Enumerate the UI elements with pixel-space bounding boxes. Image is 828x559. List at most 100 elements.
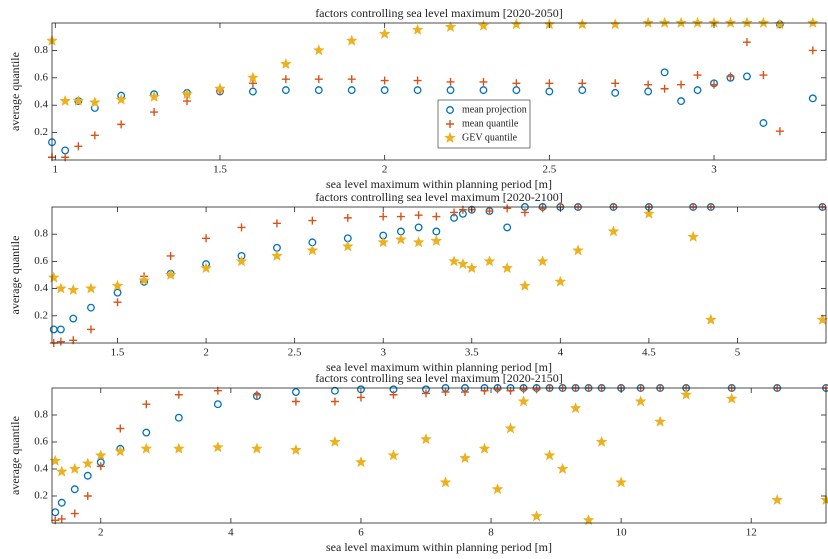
plus-marker [347,75,356,84]
plus-marker [150,108,159,117]
plus-marker [74,142,83,151]
plus-marker [142,400,151,409]
plus-marker [308,216,317,225]
plus-marker [281,75,290,84]
x-tick-label: 2 [203,347,209,359]
circle-marker [611,88,620,97]
plus-marker [272,219,281,228]
chart-title: factors controlling sea level maximum [2… [315,371,563,385]
y-axis-label: average quantile [8,236,22,315]
plus-marker [808,46,817,55]
plus-marker [90,131,99,140]
circle-marker [446,106,454,114]
y-tick-label: 0.8 [34,409,48,421]
star-marker [757,16,770,28]
circle-marker [248,87,257,96]
star-marker [164,268,177,280]
circle-marker [70,485,79,494]
plus-marker [644,80,653,89]
circle-marker [808,94,817,103]
x-tick-label: 10 [616,527,628,539]
star-marker [517,395,530,407]
star-marker [465,261,478,274]
star-marker [654,415,667,427]
plus-marker [421,389,430,398]
x-tick-label: 4 [228,527,234,539]
plus-marker [432,212,441,221]
star-marker [271,249,283,261]
plus-marker [759,71,768,80]
star-marker [59,94,72,107]
plus-marker [396,212,405,221]
x-tick-label: 2.5 [542,164,556,176]
circle-marker [479,86,488,95]
circle-marker [281,86,290,95]
plus-marker [520,208,529,217]
chart-title: factors controlling sea level maximum [2… [315,6,563,20]
star-marker [477,19,490,31]
plus-marker [545,79,554,88]
star-marker [687,230,700,242]
x-tick-label: 2.5 [288,347,302,359]
y-tick-label: 0.6 [34,255,48,267]
axes-box [51,387,827,524]
plus-marker [726,72,735,81]
star-marker [771,493,784,506]
star-marker [247,71,259,83]
star-marker [214,82,226,94]
plus-marker [202,234,211,243]
star-marker [642,16,655,28]
plus-marker [379,212,388,221]
star-marker [459,451,471,464]
star-marker [72,94,85,107]
star-marker [607,225,620,237]
plus-marker [56,337,65,346]
plus-marker [479,77,488,86]
star-marker [691,16,704,28]
star-marker [148,90,160,102]
y-tick-label: 0.4 [34,463,48,475]
star-marker [111,279,124,291]
circle-marker [142,428,151,437]
star-marker [554,275,567,287]
star-marker [329,435,341,447]
star-marker [806,16,819,28]
star-marker [643,207,655,219]
plus-marker [237,223,246,232]
circle-marker [330,386,339,395]
plus-marker [446,120,454,128]
circle-marker [545,87,554,96]
plus-marker [252,390,261,399]
circle-marker [503,223,512,232]
star-marker [172,442,185,454]
circle-marker [213,400,222,409]
circle-marker [69,314,78,323]
star-marker [200,261,212,274]
plus-marker [113,298,122,307]
y-tick-label: 0.4 [34,99,48,111]
star-marker [181,87,193,100]
x-tick-label: 4 [558,347,564,359]
x-tick-label: 1.5 [111,347,125,359]
plus-marker [693,71,702,80]
star-marker [483,255,496,267]
star-marker [395,233,407,245]
plus-marker [414,211,423,220]
star-marker [569,402,582,414]
x-tick-label: 1 [53,164,59,176]
y-axis-label: average quantile [8,52,22,131]
plus-marker [380,76,389,85]
plus-marker [775,127,784,136]
star-marker [595,435,608,447]
star-marker [412,236,425,248]
y-tick-label: 0.2 [34,309,48,321]
x-tick-label: 6 [358,527,364,539]
star-marker [556,462,569,474]
star-marker [378,27,391,39]
plus-marker [611,79,620,88]
star-marker [49,454,62,466]
plus-marker [413,76,422,85]
star-marker [68,462,81,474]
legend-label: mean projection [462,104,527,115]
legend-label: mean quantile [462,118,519,129]
